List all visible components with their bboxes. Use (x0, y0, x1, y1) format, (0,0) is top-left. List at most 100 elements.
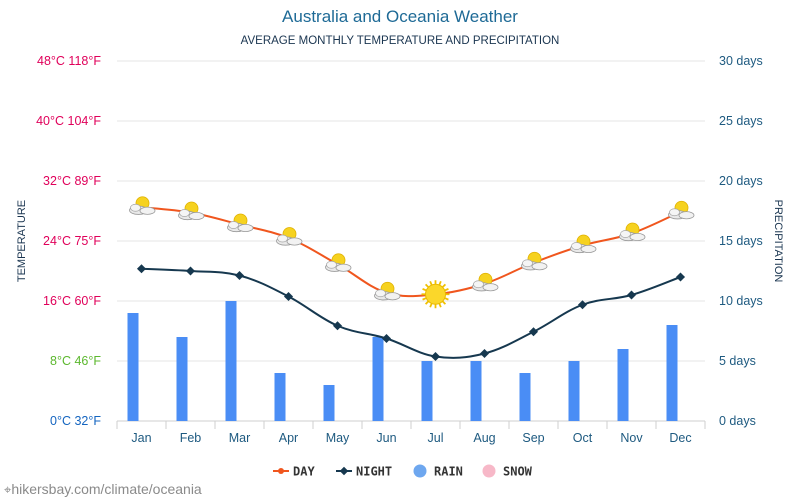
night-point (136, 264, 147, 274)
right-axis-tick-label: 25 days (719, 114, 763, 128)
night-point (430, 351, 441, 362)
cloud-part (522, 259, 533, 268)
night-line (141, 267, 681, 359)
night-point (479, 348, 490, 359)
partly-cloudy-icon (227, 213, 254, 233)
night-point (185, 266, 196, 276)
left-axis-tick-label: 24°C 75°F (43, 234, 101, 248)
left-axis-tick-label: 16°C 60°F (43, 294, 101, 308)
night-point (626, 290, 637, 300)
cloud-part (286, 237, 303, 246)
right-axis-tick-label: 15 days (719, 234, 763, 248)
cloud-part (179, 209, 190, 217)
night-point (234, 270, 245, 281)
cloud-part (139, 206, 156, 215)
month-label: Nov (620, 431, 643, 445)
month-label: Aug (473, 431, 495, 445)
rain-bar (225, 301, 237, 421)
cloud-part (620, 230, 631, 238)
night-point (528, 327, 539, 337)
right-axis-title: PRECIPITATION (772, 200, 784, 283)
location-pin-icon: ⌖ (4, 482, 12, 497)
partly-cloudy-icon (619, 222, 646, 242)
legend-swatch (339, 466, 349, 476)
left-axis-tick-label: 48°C 118°F (37, 54, 101, 68)
legend-swatch (482, 464, 496, 478)
legend-item-rain[interactable]: RAIN (413, 464, 463, 479)
cloud-part (669, 208, 680, 217)
legend-label: DAY (293, 465, 315, 479)
right-axis-tick-label: 10 days (719, 294, 763, 308)
cloud-part (473, 280, 484, 289)
cloud-part (335, 263, 352, 272)
month-label: Oct (573, 431, 593, 445)
partly-cloudy-icon (374, 281, 401, 301)
partly-cloudy-icon (129, 196, 156, 215)
cloud-part (277, 234, 288, 243)
partly-cloudy-icon (178, 201, 205, 221)
cloud-part (228, 221, 239, 229)
rain-bar (127, 313, 139, 421)
rain-bar (372, 337, 384, 421)
month-label: Jun (376, 431, 396, 445)
rain-bar (176, 337, 188, 421)
month-label: Apr (279, 431, 298, 445)
rain-bar (568, 361, 580, 421)
cloud-part (678, 211, 695, 220)
right-axis-tick-label: 30 days (719, 54, 763, 68)
cloud-part (531, 262, 548, 271)
night-point (332, 321, 343, 331)
month-label: Mar (229, 431, 251, 445)
cloud-part (326, 260, 337, 269)
legend: DAY NIGHT RAIN SNOW (273, 464, 533, 479)
cloud-part (130, 203, 141, 212)
partly-cloudy-icon (325, 253, 352, 272)
cloud-part (482, 283, 499, 292)
left-axis-title: TEMPERATURE (16, 200, 28, 282)
night-point (283, 291, 294, 302)
month-label: Sep (522, 431, 544, 445)
rain-bar (666, 325, 678, 421)
night-point (577, 300, 588, 310)
legend-label: NIGHT (356, 465, 392, 479)
left-axis-tick-label: 40°C 104°F (36, 114, 101, 128)
legend-item-day[interactable]: DAY (273, 465, 315, 479)
cloud-part (188, 212, 205, 220)
month-label: Dec (669, 431, 691, 445)
cloud-part (375, 289, 386, 298)
rain-bar (274, 373, 286, 421)
legend-label: RAIN (434, 465, 463, 479)
partly-cloudy-icon (521, 251, 548, 271)
cloud-part (384, 292, 401, 301)
left-axis-tick-label: 8°C 46°F (50, 354, 101, 368)
sun-disc (425, 283, 446, 305)
legend-item-night[interactable]: NIGHT (336, 465, 392, 479)
legend-swatch (278, 468, 284, 474)
rain-bar (617, 349, 629, 421)
month-label: Jan (131, 431, 151, 445)
rain-bar (470, 361, 482, 421)
cloud-part (580, 245, 597, 253)
rain-bar (421, 361, 433, 421)
rain-bar (323, 385, 335, 421)
footer-link[interactable]: ⌖hikersbay.com/climate/oceania (4, 481, 202, 498)
legend-item-snow[interactable]: SNOW (482, 464, 533, 479)
left-axis-tick-label: 0°C 32°F (50, 414, 101, 428)
legend-label: SNOW (503, 465, 533, 479)
rain-bar (519, 373, 531, 421)
night-point (675, 272, 686, 282)
month-label: Feb (180, 431, 202, 445)
cloud-part (237, 224, 254, 232)
partly-cloudy-icon (472, 272, 499, 292)
cloud-part (629, 233, 646, 241)
legend-swatch (413, 464, 427, 478)
day-line (141, 206, 681, 298)
chart-subtitle: AVERAGE MONTHLY TEMPERATURE AND PRECIPIT… (240, 35, 560, 47)
left-axis-tick-label: 32°C 89°F (43, 174, 101, 188)
footer-text: hikersbay.com/climate/oceania (11, 481, 202, 497)
partly-cloudy-icon (668, 200, 695, 220)
month-label: May (326, 431, 350, 445)
right-axis-tick-label: 20 days (719, 174, 763, 188)
partly-cloudy-icon (276, 227, 303, 246)
